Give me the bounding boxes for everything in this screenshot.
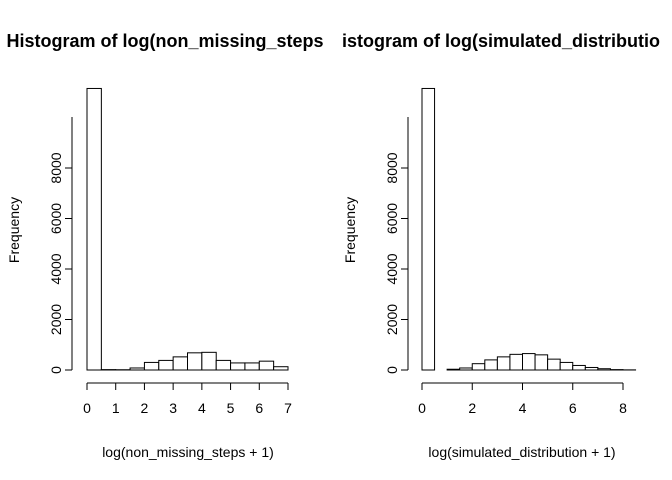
x-axis-label: log(simulated_distribution + 1) bbox=[428, 444, 615, 460]
histogram-bar bbox=[496, 356, 511, 371]
histogram-bar bbox=[172, 356, 188, 371]
y-axis-label: Frequency bbox=[6, 197, 22, 263]
histogram-bar bbox=[201, 351, 217, 371]
histogram-bar bbox=[143, 361, 160, 371]
x-tick-label: 4 bbox=[519, 400, 527, 416]
x-tick-label: 0 bbox=[418, 400, 426, 416]
bars-group bbox=[421, 87, 637, 371]
histogram-bar bbox=[484, 359, 498, 371]
x-tick-label: 2 bbox=[468, 400, 476, 416]
histogram-bar bbox=[509, 353, 523, 371]
y-tick-label: 8000 bbox=[384, 152, 400, 183]
x-axis-label: log(non_missing_steps + 1) bbox=[102, 444, 274, 460]
y-tick-label: 2000 bbox=[384, 304, 400, 335]
x-axis: 0 1 2 3 4 5 6 7 bbox=[83, 382, 292, 416]
y-tick-label: 4000 bbox=[384, 253, 400, 284]
histogram-bar bbox=[471, 363, 486, 371]
x-tick-label: 2 bbox=[141, 400, 149, 416]
x-tick-label: 5 bbox=[227, 400, 235, 416]
x-axis: 0 2 4 6 8 bbox=[418, 382, 627, 416]
chart-title: Histogram of log(non_missing_steps bbox=[6, 31, 323, 51]
y-tick-label: 0 bbox=[48, 366, 64, 374]
histogram-bar bbox=[158, 359, 174, 371]
histogram-bar bbox=[244, 362, 260, 371]
histogram-bar bbox=[273, 366, 289, 371]
x-tick-label: 8 bbox=[619, 400, 627, 416]
histogram-bar bbox=[547, 358, 561, 371]
y-tick-label: 2000 bbox=[48, 304, 64, 335]
histogram-bar bbox=[258, 360, 275, 371]
y-tick-label: 8000 bbox=[48, 152, 64, 183]
x-tick-label: 0 bbox=[83, 400, 91, 416]
y-axis: 0 2000 4000 6000 8000 bbox=[48, 117, 73, 374]
x-tick-label: 6 bbox=[569, 400, 577, 416]
histogram-bar bbox=[86, 87, 102, 371]
x-tick-label: 7 bbox=[284, 400, 292, 416]
histogram-panel-simulated: istogram of log(simulated_distributio Fr… bbox=[342, 31, 660, 460]
chart-title: istogram of log(simulated_distributio bbox=[342, 31, 660, 51]
histogram-bar bbox=[187, 352, 203, 371]
histogram-bar bbox=[446, 368, 461, 371]
x-tick-label: 6 bbox=[255, 400, 263, 416]
histogram-bar bbox=[459, 367, 473, 371]
histogram-bar bbox=[215, 359, 232, 371]
histogram-bar bbox=[584, 366, 599, 371]
histogram-bar bbox=[421, 87, 436, 371]
y-tick-label: 0 bbox=[384, 366, 400, 374]
x-tick-label: 1 bbox=[112, 400, 120, 416]
y-axis-label: Frequency bbox=[342, 197, 358, 263]
histogram-bar bbox=[534, 354, 549, 371]
histogram-bar bbox=[230, 362, 246, 371]
histogram-panel-steps: Histogram of log(non_missing_steps Frequ… bbox=[6, 31, 324, 460]
bars-group bbox=[86, 87, 289, 371]
histogram-bar bbox=[597, 368, 611, 371]
x-tick-label: 4 bbox=[198, 400, 206, 416]
y-tick-label: 6000 bbox=[48, 203, 64, 234]
y-axis: 0 2000 4000 6000 8000 bbox=[384, 117, 409, 374]
histogram-bar bbox=[129, 367, 145, 371]
histogram-bar bbox=[559, 361, 574, 371]
y-tick-label: 6000 bbox=[384, 203, 400, 234]
x-tick-label: 3 bbox=[169, 400, 177, 416]
histogram-bar bbox=[572, 364, 586, 371]
y-tick-label: 4000 bbox=[48, 253, 64, 284]
histogram-bar bbox=[522, 353, 536, 371]
